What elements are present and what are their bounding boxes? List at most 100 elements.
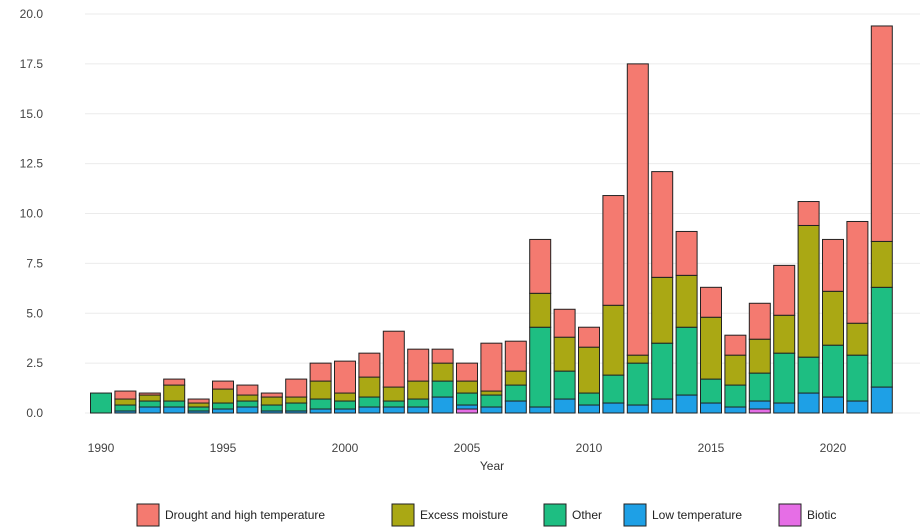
bar-segment-low-temperature (724, 406, 747, 414)
bar-segment-other (651, 342, 674, 400)
bar-segment-other (529, 326, 552, 408)
bar-segment-low-temperature (578, 404, 600, 414)
bars (90, 25, 893, 414)
bar-segment-low-temperature (138, 406, 161, 414)
bar-segment-drought-and-high-temperature (797, 201, 820, 226)
bar-segment-drought-and-high-temperature (602, 195, 625, 306)
bar-segment-biotic (456, 408, 478, 414)
bar-segment-drought-and-high-temperature (309, 362, 332, 382)
bar-segment-drought-and-high-temperature (822, 238, 844, 292)
bar-segment-excess-moisture (114, 398, 137, 406)
bar-segment-drought-and-high-temperature (553, 308, 576, 338)
legend-swatch (391, 503, 415, 527)
y-tick-label: 7.5 (26, 256, 43, 270)
legend-label: Low temperature (652, 508, 742, 522)
y-tick-label: 10.0 (20, 207, 44, 221)
bar-segment-drought-and-high-temperature (504, 340, 527, 372)
bar-segment-other (260, 404, 283, 412)
x-tick-label: 2015 (698, 441, 725, 455)
x-tick-label: 2010 (576, 441, 603, 455)
legend-item[interactable]: Biotic (778, 503, 836, 527)
bar-segment-low-temperature (480, 406, 503, 414)
legend-item[interactable]: Other (543, 503, 602, 527)
bar-segment-low-temperature (602, 402, 625, 414)
y-tick-label: 20.0 (20, 7, 44, 21)
bar-segment-drought-and-high-temperature (578, 326, 600, 348)
bar-segment-excess-moisture (138, 394, 161, 402)
bar-segment-excess-moisture (553, 336, 576, 372)
bar-segment-other (675, 326, 698, 396)
bar-segment-low-temperature (407, 406, 430, 414)
bar-segment-drought-and-high-temperature (870, 25, 893, 242)
bar-segment-excess-moisture (602, 304, 625, 376)
bar-segment-excess-moisture (334, 392, 356, 402)
bar-segment-other (797, 356, 820, 394)
bar-segment-other (358, 396, 381, 408)
y-tick-label: 5.0 (26, 306, 43, 320)
bar-segment-other (748, 372, 771, 402)
bar-segment-excess-moisture (822, 290, 844, 346)
bar-segment-other (187, 406, 210, 412)
bar-segment-drought-and-high-temperature (431, 348, 454, 364)
bar-segment-drought-and-high-temperature (114, 390, 137, 400)
bar-segment-excess-moisture (504, 370, 527, 386)
bar-segment-low-temperature (675, 394, 698, 414)
bar-segment-low-temperature (163, 406, 186, 414)
bar-segment-excess-moisture (187, 402, 210, 408)
x-tick-label: 2005 (454, 441, 481, 455)
bar-segment-low-temperature (626, 404, 649, 414)
bar-segment-drought-and-high-temperature (773, 264, 796, 316)
bar-segment-low-temperature (236, 406, 259, 414)
bar-segment-low-temperature (309, 408, 332, 414)
bar-segment-excess-moisture (285, 396, 308, 404)
bar-segment-other (578, 392, 600, 406)
bar-segment-drought-and-high-temperature (334, 360, 356, 394)
legend[interactable]: Drought and high temperature Excess moist… (136, 503, 836, 527)
bar-segment-excess-moisture (529, 292, 552, 328)
bar-segment-excess-moisture (846, 322, 869, 356)
bar-segment-low-temperature (651, 398, 674, 414)
bar-segment-low-temperature (529, 406, 552, 414)
bar-segment-other (212, 402, 234, 410)
bar-segment-drought-and-high-temperature (700, 286, 722, 318)
bar-segment-low-temperature (504, 400, 527, 414)
bar-segment-low-temperature (773, 402, 796, 414)
grid-lines (85, 13, 920, 414)
bar-segment-other (309, 398, 332, 410)
legend-item[interactable]: Excess moisture (391, 503, 508, 527)
x-tick-label: 1995 (210, 441, 237, 455)
bar-segment-excess-moisture (382, 386, 405, 402)
bar-segment-other (334, 400, 356, 410)
bar-segment-excess-moisture (675, 274, 698, 328)
bar-segment-other (236, 400, 259, 408)
bar-segment-low-temperature (700, 402, 722, 414)
bar-segment-drought-and-high-temperature (407, 348, 430, 382)
bar-segment-excess-moisture (431, 362, 454, 382)
bar-segment-other (407, 398, 430, 408)
bar-segment-other (163, 400, 186, 408)
bar-segment-excess-moisture (480, 390, 503, 396)
bar-segment-other (626, 362, 649, 406)
bar-segment-low-temperature (797, 392, 820, 414)
y-tick-label: 15.0 (20, 107, 44, 121)
bar-segment-excess-moisture (797, 224, 820, 358)
x-axis-tick-labels: 1990 1995 2000 2005 2010 2015 2020 (88, 441, 847, 455)
bar-segment-low-temperature (358, 406, 381, 414)
bar-segment-excess-moisture (870, 240, 893, 288)
bar-segment-other (773, 352, 796, 404)
legend-item[interactable]: Low temperature (623, 503, 742, 527)
legend-swatch (543, 503, 567, 527)
bar-segment-drought-and-high-temperature (236, 384, 259, 396)
bar-segment-other (846, 354, 869, 402)
bar-segment-drought-and-high-temperature (358, 352, 381, 378)
bar-segment-excess-moisture (456, 380, 478, 394)
bar-segment-other (724, 384, 747, 408)
bar-segment-biotic (748, 408, 771, 414)
bar-segment-drought-and-high-temperature (285, 378, 308, 398)
bar-segment-drought-and-high-temperature (846, 220, 869, 324)
bar-segment-excess-moisture (260, 396, 283, 406)
x-tick-label: 1990 (88, 441, 115, 455)
x-axis-title: Year (480, 459, 504, 473)
legend-item[interactable]: Drought and high temperature (136, 503, 325, 527)
bar-segment-low-temperature (553, 398, 576, 414)
